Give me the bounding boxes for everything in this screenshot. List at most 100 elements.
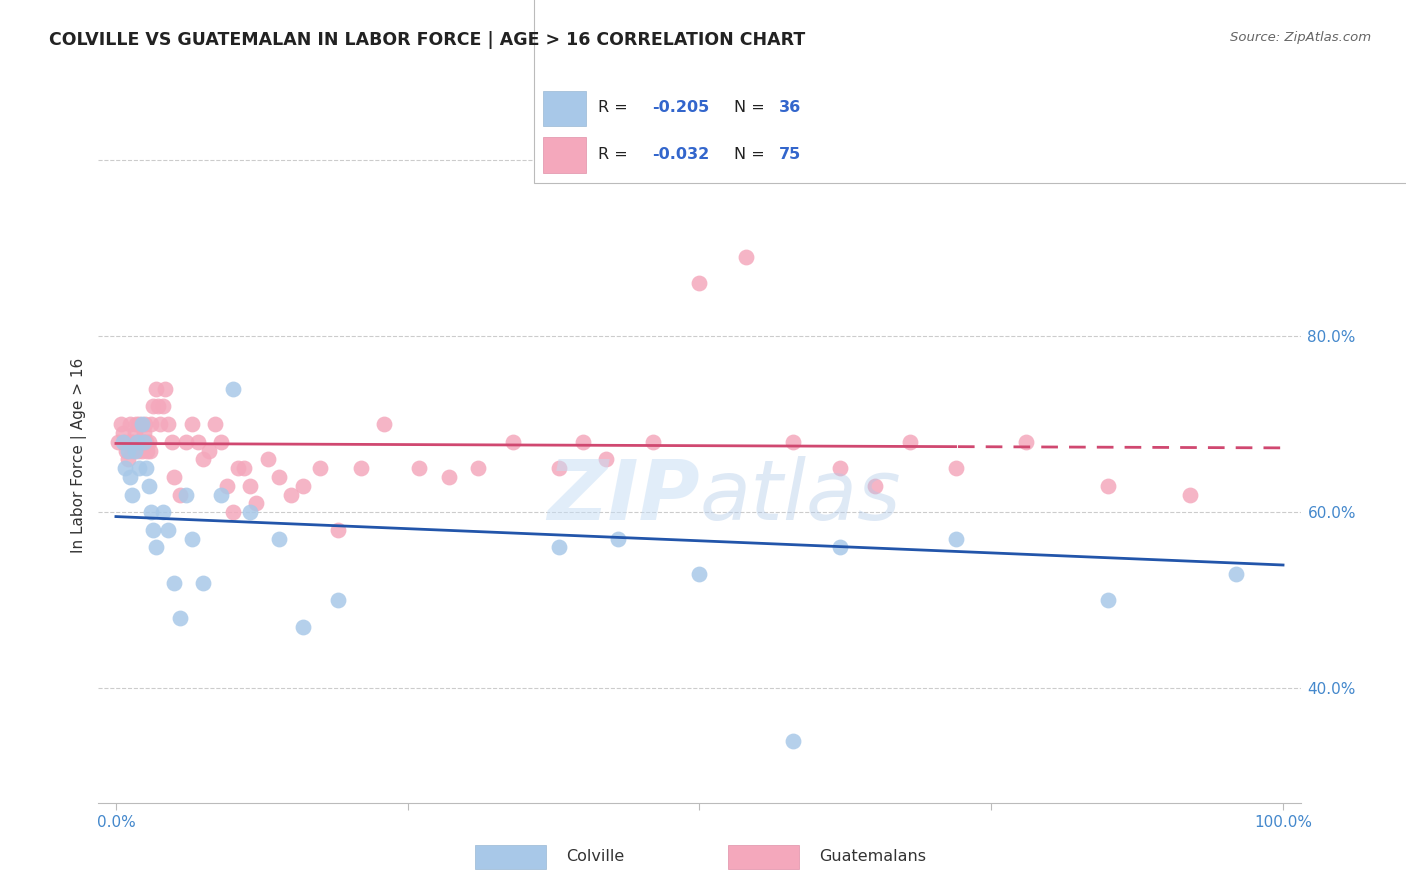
Point bbox=[198, 443, 221, 458]
Point bbox=[606, 532, 628, 546]
Point bbox=[132, 434, 155, 449]
Point bbox=[689, 276, 711, 290]
Point bbox=[118, 417, 141, 431]
Point bbox=[121, 487, 143, 501]
Bar bbox=[543, 91, 586, 127]
Point bbox=[193, 575, 215, 590]
Point bbox=[146, 400, 169, 414]
Text: -0.032: -0.032 bbox=[652, 146, 710, 161]
Point bbox=[350, 461, 373, 475]
Point bbox=[1225, 566, 1247, 581]
Bar bbox=[728, 845, 799, 869]
Point bbox=[782, 734, 804, 748]
Point bbox=[1015, 434, 1038, 449]
Point bbox=[117, 452, 139, 467]
Point bbox=[571, 434, 593, 449]
Point bbox=[898, 434, 921, 449]
Point bbox=[114, 434, 136, 449]
Point bbox=[153, 382, 176, 396]
Point bbox=[139, 443, 162, 458]
Point bbox=[239, 479, 262, 493]
Point bbox=[157, 523, 180, 537]
Point bbox=[221, 505, 243, 519]
Text: COLVILLE VS GUATEMALAN IN LABOR FORCE | AGE > 16 CORRELATION CHART: COLVILLE VS GUATEMALAN IN LABOR FORCE | … bbox=[49, 31, 806, 49]
Point bbox=[863, 479, 886, 493]
Point bbox=[309, 461, 332, 475]
Point bbox=[120, 434, 142, 449]
Point bbox=[174, 434, 197, 449]
Point bbox=[160, 434, 183, 449]
Bar bbox=[475, 845, 546, 869]
Point bbox=[180, 417, 202, 431]
Point bbox=[117, 443, 139, 458]
Point bbox=[115, 443, 138, 458]
Point bbox=[269, 532, 291, 546]
Point bbox=[145, 541, 167, 555]
Point bbox=[149, 417, 172, 431]
Point bbox=[193, 452, 215, 467]
Point bbox=[111, 434, 134, 449]
Point bbox=[132, 434, 155, 449]
Point bbox=[437, 470, 460, 484]
Point bbox=[1097, 479, 1119, 493]
Point bbox=[945, 532, 967, 546]
Point bbox=[142, 400, 165, 414]
Point bbox=[782, 434, 804, 449]
Point bbox=[1178, 487, 1201, 501]
Point bbox=[595, 452, 617, 467]
Point bbox=[121, 443, 143, 458]
Text: atlas: atlas bbox=[699, 456, 901, 537]
Point bbox=[228, 461, 250, 475]
FancyBboxPatch shape bbox=[534, 0, 1406, 183]
Point bbox=[138, 434, 160, 449]
Point bbox=[124, 425, 146, 440]
Point bbox=[163, 470, 186, 484]
Text: Guatemalans: Guatemalans bbox=[820, 849, 927, 864]
Point bbox=[373, 417, 395, 431]
Point bbox=[548, 461, 571, 475]
Point bbox=[122, 434, 145, 449]
Text: R =: R = bbox=[598, 101, 627, 115]
Point bbox=[135, 434, 157, 449]
Point bbox=[269, 470, 291, 484]
Point bbox=[291, 479, 314, 493]
Point bbox=[326, 523, 349, 537]
Point bbox=[110, 417, 132, 431]
Point bbox=[735, 250, 758, 264]
Point bbox=[124, 443, 146, 458]
Point bbox=[127, 443, 149, 458]
Point bbox=[239, 505, 262, 519]
Point bbox=[209, 434, 232, 449]
Point bbox=[129, 434, 152, 449]
Point bbox=[641, 434, 664, 449]
Point bbox=[291, 620, 314, 634]
Text: -0.205: -0.205 bbox=[652, 101, 710, 115]
Point bbox=[326, 593, 349, 607]
Text: Source: ZipAtlas.com: Source: ZipAtlas.com bbox=[1230, 31, 1371, 45]
Point bbox=[107, 434, 129, 449]
Point bbox=[152, 400, 174, 414]
Point bbox=[131, 417, 153, 431]
Text: 75: 75 bbox=[779, 146, 801, 161]
Point bbox=[125, 434, 148, 449]
Point bbox=[180, 532, 202, 546]
Point bbox=[689, 566, 711, 581]
Point bbox=[142, 523, 165, 537]
Point bbox=[828, 541, 851, 555]
Text: Colville: Colville bbox=[567, 849, 624, 864]
Point bbox=[1097, 593, 1119, 607]
Point bbox=[135, 461, 157, 475]
Point bbox=[187, 434, 209, 449]
Text: N =: N = bbox=[734, 101, 765, 115]
Point bbox=[280, 487, 302, 501]
Point bbox=[136, 443, 159, 458]
Point bbox=[245, 496, 267, 510]
Point bbox=[215, 479, 238, 493]
Point bbox=[169, 611, 191, 625]
Point bbox=[118, 470, 141, 484]
Point bbox=[256, 452, 278, 467]
Point bbox=[132, 425, 155, 440]
Point bbox=[128, 461, 150, 475]
Point bbox=[163, 575, 186, 590]
Point bbox=[221, 382, 243, 396]
